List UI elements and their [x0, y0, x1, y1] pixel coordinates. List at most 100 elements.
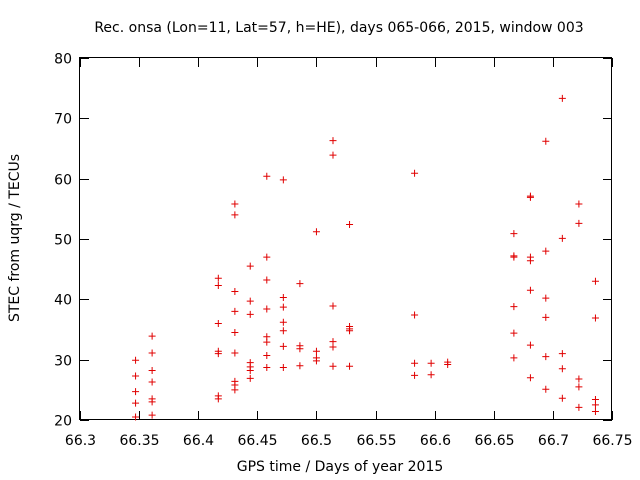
data-point: [542, 294, 550, 302]
data-point: [329, 151, 337, 159]
y-tick-label: 30: [54, 354, 72, 370]
data-point: [575, 200, 583, 208]
data-point: [411, 371, 419, 379]
data-point: [411, 311, 419, 319]
data-point: [263, 276, 271, 284]
y-tick-label: 20: [54, 414, 72, 430]
data-point: [263, 172, 271, 180]
data-point: [231, 211, 239, 219]
x-tick-label: 66.75: [592, 433, 632, 449]
data-point: [132, 388, 140, 396]
data-points: [132, 94, 599, 421]
data-point: [246, 367, 254, 375]
data-point: [296, 345, 304, 353]
data-point: [411, 169, 419, 177]
data-point: [591, 277, 599, 285]
data-point: [263, 364, 271, 372]
data-point: [526, 257, 534, 265]
data-point: [526, 286, 534, 294]
data-point: [132, 399, 140, 407]
x-tick-label: 66.7: [538, 433, 569, 449]
data-point: [558, 234, 566, 242]
data-point: [346, 362, 354, 370]
x-tick-label: 66.65: [474, 433, 514, 449]
data-point: [526, 341, 534, 349]
data-point: [279, 176, 287, 184]
data-point: [575, 219, 583, 227]
data-point: [510, 354, 518, 362]
data-point: [132, 356, 140, 364]
x-tick-label: 66.3: [65, 433, 96, 449]
data-point: [558, 394, 566, 402]
x-tick-label: 66.35: [119, 433, 159, 449]
x-tick-label: 66.6: [420, 433, 451, 449]
data-point: [231, 200, 239, 208]
data-point: [575, 383, 583, 391]
data-point: [312, 347, 320, 355]
x-tick-label: 66.55: [356, 433, 396, 449]
data-point: [346, 221, 354, 229]
data-point: [526, 193, 534, 201]
data-point: [411, 359, 419, 367]
chart-title: Rec. onsa (Lon=11, Lat=57, h=HE), days 0…: [94, 20, 583, 36]
data-point: [558, 350, 566, 358]
data-point: [148, 378, 156, 386]
data-point: [296, 280, 304, 288]
data-point: [214, 274, 222, 282]
data-point: [329, 137, 337, 145]
x-tick-label: 66.5: [301, 433, 332, 449]
data-point: [427, 359, 435, 367]
data-point: [279, 364, 287, 372]
data-point: [132, 372, 140, 380]
x-tick-label: 66.45: [237, 433, 277, 449]
data-point: [246, 297, 254, 305]
plot-frame: [79, 57, 612, 420]
data-point: [279, 342, 287, 350]
data-point: [246, 262, 254, 270]
y-tick-label: 80: [54, 52, 72, 68]
data-point: [231, 349, 239, 357]
data-point: [279, 294, 287, 302]
data-point: [510, 303, 518, 311]
data-point: [542, 385, 550, 393]
data-point: [279, 303, 287, 311]
data-point: [296, 362, 304, 370]
y-tick-label: 40: [54, 293, 72, 309]
data-point: [510, 230, 518, 238]
data-point: [510, 329, 518, 337]
data-point: [558, 94, 566, 102]
y-tick-label: 70: [54, 112, 72, 128]
data-point: [542, 247, 550, 255]
data-point: [231, 307, 239, 315]
data-point: [591, 408, 599, 416]
data-point: [214, 281, 222, 289]
data-point: [510, 253, 518, 261]
data-point: [427, 371, 435, 379]
data-point: [558, 365, 566, 373]
y-axis: 20 30 40 50 60 70 80: [54, 52, 612, 430]
data-point: [246, 310, 254, 318]
y-tick-label: 60: [54, 173, 72, 189]
data-point: [263, 253, 271, 261]
data-point: [542, 313, 550, 321]
data-point: [591, 401, 599, 409]
data-point: [214, 395, 222, 403]
data-point: [526, 374, 534, 382]
data-point: [148, 349, 156, 357]
data-point: [329, 343, 337, 351]
data-point: [279, 318, 287, 326]
data-point: [575, 375, 583, 383]
data-point: [148, 367, 156, 375]
data-point: [329, 302, 337, 310]
data-point: [591, 314, 599, 322]
data-point: [132, 413, 140, 421]
data-point: [263, 338, 271, 346]
data-point: [231, 386, 239, 394]
data-point: [214, 319, 222, 327]
y-axis-label: STEC from uqrg / TECUs: [7, 154, 23, 322]
data-point: [444, 360, 452, 368]
y-tick-label: 50: [54, 233, 72, 249]
x-axis: 66.3 66.35 66.4 66.45 66.5 66.55 66.6 66.65 66.7…: [65, 58, 633, 449]
data-point: [575, 403, 583, 411]
